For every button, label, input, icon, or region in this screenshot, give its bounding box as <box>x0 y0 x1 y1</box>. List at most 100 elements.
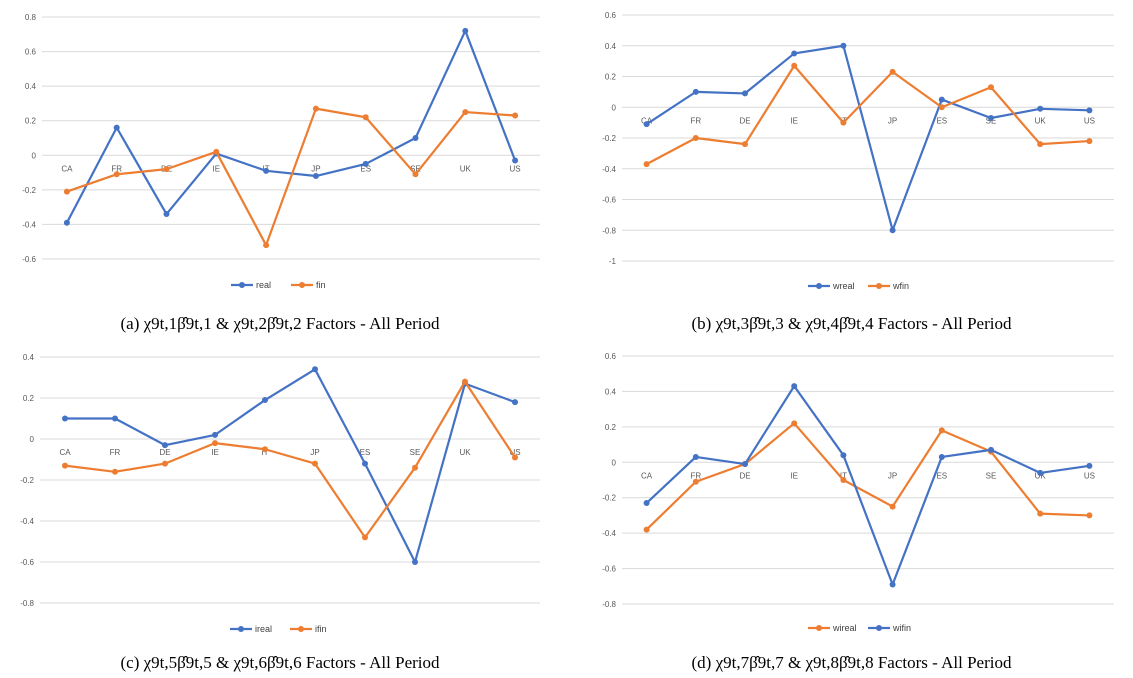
data-point-wifin <box>1086 462 1093 469</box>
data-point-wfin <box>840 119 847 126</box>
data-point-real <box>163 211 170 218</box>
data-point-wireal <box>889 503 896 510</box>
data-point-wireal <box>692 478 699 485</box>
legend-label-real: real <box>256 280 271 290</box>
y-tick-label: 0 <box>32 151 37 160</box>
legend-label-wfin: wfin <box>892 281 909 291</box>
series-line-wreal <box>645 44 1090 232</box>
data-point-wfin <box>692 135 699 141</box>
data-point-wifin <box>1037 469 1044 476</box>
data-point-wifin <box>938 453 945 460</box>
y-tick-label: 0.4 <box>25 82 37 91</box>
data-point-real <box>412 135 419 141</box>
data-point-wreal <box>692 88 699 95</box>
series-line-wireal <box>645 422 1090 531</box>
x-tick-label: US <box>1084 471 1095 480</box>
data-point-ireal <box>112 415 118 422</box>
y-tick-label: -0.4 <box>602 529 616 538</box>
y-tick-label: 0.6 <box>605 11 617 20</box>
data-point-real <box>462 27 469 34</box>
data-point-wreal <box>889 227 896 234</box>
x-tick-label: UK <box>460 164 472 173</box>
x-tick-label: DE <box>159 448 170 457</box>
legend-label-ireal: ireal <box>255 624 272 634</box>
y-tick-label: -0.8 <box>602 226 616 235</box>
data-point-wireal <box>643 526 650 533</box>
x-tick-label: JP <box>310 448 319 457</box>
data-point-ifin <box>212 440 218 447</box>
line-chart-b: 0.60.40.20-0.2-0.4-0.6-0.8-1CAFRDEIEITJP… <box>602 11 1114 291</box>
data-point-wifin <box>692 453 699 460</box>
caption-b: (b) χ9t,3β̂9t,3 & χ9t,4β̂9t,4 Factors - … <box>691 314 1012 333</box>
y-tick-label: 0.2 <box>23 394 35 403</box>
y-tick-label: 0.4 <box>605 387 617 396</box>
data-point-fin <box>362 114 369 121</box>
series-line-fin <box>66 107 516 247</box>
data-point-real <box>113 124 120 131</box>
data-point-wireal <box>840 477 847 483</box>
y-tick-label: 0.6 <box>25 48 37 57</box>
y-tick-label: 0.4 <box>605 42 617 51</box>
legend-marker-fin <box>299 282 305 288</box>
data-point-fin <box>462 109 469 116</box>
data-point-fin <box>312 105 319 112</box>
data-point-real <box>312 173 319 180</box>
line-chart-c: 0.4 0.2 0 -0.2 -0.4 -0.6 -0.8 CA FR DE IE IT JP ES SE U… <box>20 353 540 634</box>
data-point-wfin <box>938 104 945 111</box>
y-tick-label: -0.8 <box>602 600 616 609</box>
legend-marker-ifin <box>298 626 304 632</box>
x-tick-label: ES <box>360 448 371 457</box>
data-point-wreal <box>791 50 798 57</box>
data-point-wifin <box>988 446 994 453</box>
data-point-wfin <box>791 62 798 69</box>
chart-panel-a: 0.80.60.40.20-0.2-0.4-0.6CAFRDEIEITJPESS… <box>0 0 560 345</box>
x-tick-label: CA <box>59 448 71 457</box>
data-point-ireal <box>512 399 518 406</box>
x-tick-label: SE <box>410 164 421 173</box>
data-point-wreal <box>1086 107 1093 114</box>
y-tick-label: -0.4 <box>22 220 36 229</box>
data-point-ireal <box>162 442 168 449</box>
x-tick-label: FR <box>690 116 701 125</box>
data-point-wreal <box>643 121 650 128</box>
y-tick-label: -0.4 <box>20 517 34 526</box>
x-tick-label: ES <box>360 164 371 173</box>
data-point-wireal <box>1037 510 1044 517</box>
data-point-wifin <box>742 461 748 468</box>
y-tick-label: 0 <box>612 458 617 467</box>
line-chart-d: 0.6 0.4 0.2 0 -0.2 -0.4 -0.6 -0.8 CA FR DE IE IT JP ES… <box>602 352 1114 633</box>
data-point-wreal <box>938 96 945 103</box>
data-point-ireal <box>262 397 268 404</box>
y-tick-label: -0.6 <box>602 196 616 205</box>
legend-label-fin: fin <box>316 280 326 290</box>
data-point-ifin <box>312 460 318 467</box>
data-point-ifin <box>412 464 418 471</box>
data-point-fin <box>163 166 170 173</box>
data-point-fin <box>113 171 120 178</box>
x-tick-label: FR <box>110 448 121 457</box>
legend-marker-real <box>239 282 245 288</box>
legend-marker-wreal <box>816 283 822 289</box>
data-point-wreal <box>988 115 994 122</box>
data-point-fin <box>213 148 220 155</box>
y-tick-label: 0 <box>30 435 35 444</box>
y-tick-label: 0.4 <box>23 353 35 362</box>
data-point-wfin <box>988 84 994 91</box>
y-tick-label: -0.2 <box>22 186 36 195</box>
caption-d: (d) χ9t,7β̂9t,7 & χ9t,8β̂9t,8 Factors - … <box>691 653 1012 672</box>
data-point-wireal <box>791 420 798 427</box>
series-line-wifin <box>645 385 1090 586</box>
data-point-fin <box>512 112 519 119</box>
data-point-fin <box>263 242 270 249</box>
x-tick-label: FR <box>690 471 701 480</box>
data-point-real <box>512 157 519 164</box>
data-point-wifin <box>840 452 847 459</box>
legend-label-wireal: wireal <box>832 623 857 633</box>
data-point-ifin <box>362 534 368 541</box>
data-point-ireal <box>212 431 218 438</box>
x-tick-label: US <box>509 448 520 457</box>
x-tick-label: ES <box>936 116 947 125</box>
legend-marker-wifin <box>876 625 882 631</box>
x-tick-label: SE <box>986 471 997 480</box>
y-tick-label: -0.2 <box>602 494 616 503</box>
